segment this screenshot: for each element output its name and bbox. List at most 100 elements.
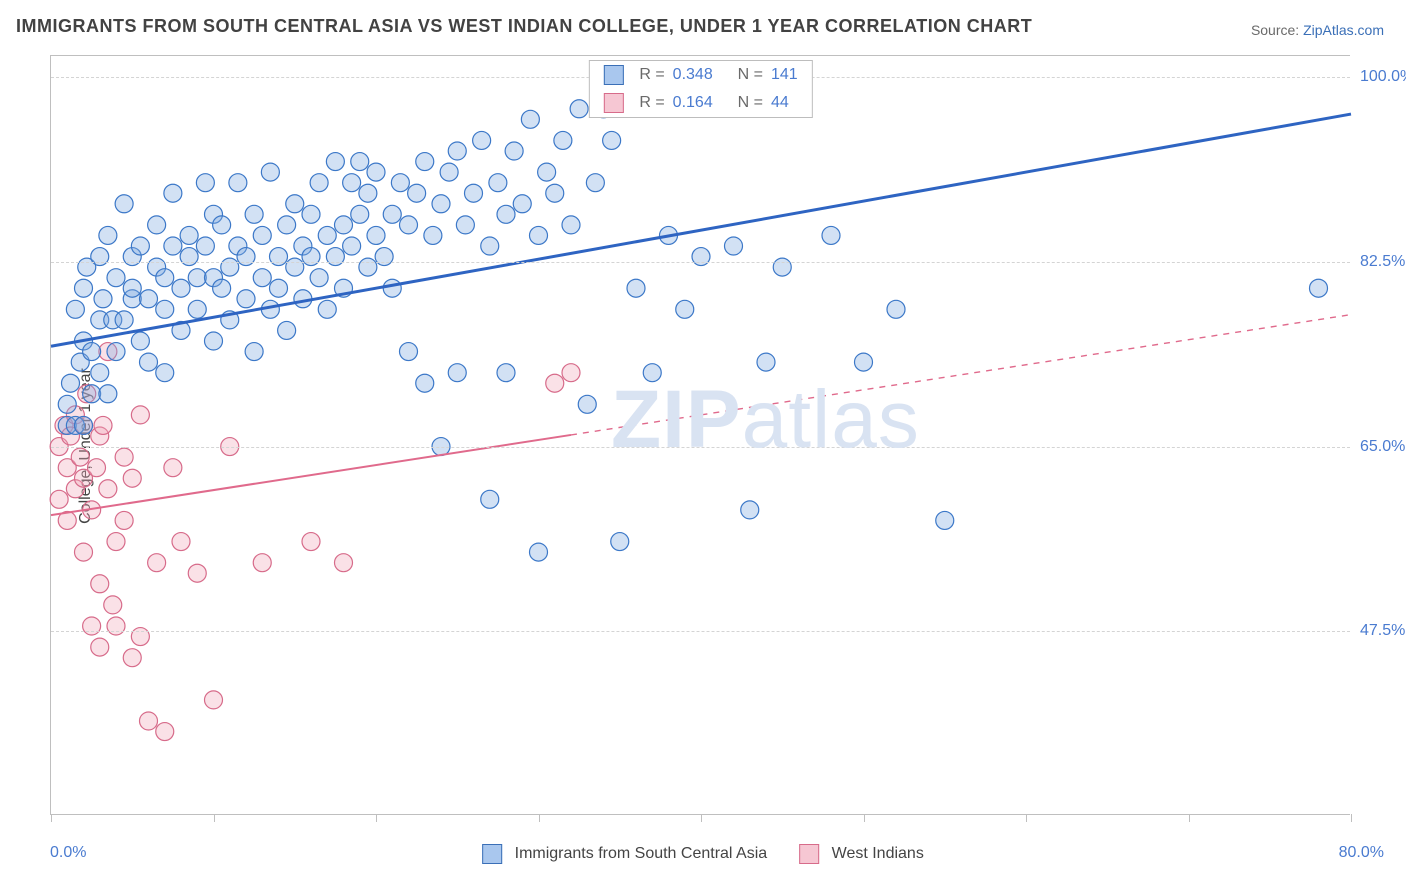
scatter-point — [570, 100, 588, 118]
scatter-point — [408, 184, 426, 202]
scatter-point — [99, 480, 117, 498]
scatter-point — [822, 226, 840, 244]
scatter-point — [75, 543, 93, 561]
y-tick-label: 82.5% — [1360, 253, 1405, 271]
swatch-pink-icon — [799, 844, 819, 864]
scatter-point — [692, 248, 710, 266]
n-value-blue: 141 — [771, 66, 798, 84]
scatter-point — [400, 216, 418, 234]
scatter-point — [286, 258, 304, 276]
x-axis-min-label: 0.0% — [50, 844, 86, 862]
scatter-point — [400, 343, 418, 361]
x-axis-max-label: 80.0% — [1339, 844, 1384, 862]
scatter-point — [115, 195, 133, 213]
scatter-point — [578, 395, 596, 413]
n-prefix: N = — [738, 94, 763, 112]
scatter-point — [562, 364, 580, 382]
scatter-point — [107, 533, 125, 551]
scatter-point — [367, 163, 385, 181]
r-value-blue: 0.348 — [673, 66, 713, 84]
scatter-point — [245, 205, 263, 223]
scatter-point — [286, 195, 304, 213]
scatter-point — [196, 174, 214, 192]
scatter-point — [107, 269, 125, 287]
scatter-point — [383, 279, 401, 297]
scatter-point — [335, 216, 353, 234]
scatter-point — [107, 343, 125, 361]
scatter-point — [440, 163, 458, 181]
legend-row-pink: R = 0.164 N = 44 — [589, 89, 811, 117]
scatter-point — [375, 248, 393, 266]
scatter-point — [156, 300, 174, 318]
gridline — [51, 447, 1350, 448]
scatter-point — [887, 300, 905, 318]
scatter-point — [156, 723, 174, 741]
scatter-point — [351, 153, 369, 171]
scatter-point — [456, 216, 474, 234]
scatter-point — [391, 174, 409, 192]
x-tick — [701, 814, 702, 822]
scatter-point — [115, 511, 133, 529]
scatter-point — [83, 617, 101, 635]
scatter-point — [213, 216, 231, 234]
scatter-point — [140, 290, 158, 308]
scatter-point — [140, 712, 158, 730]
scatter-point — [855, 353, 873, 371]
scatter-point — [521, 110, 539, 128]
scatter-point — [513, 195, 531, 213]
scatter-point — [123, 469, 141, 487]
legend-item-pink: West Indians — [799, 844, 924, 864]
scatter-point — [741, 501, 759, 519]
scatter-point — [359, 184, 377, 202]
scatter-point — [627, 279, 645, 297]
scatter-point — [115, 448, 133, 466]
scatter-point — [91, 248, 109, 266]
scatter-point — [530, 226, 548, 244]
x-tick — [376, 814, 377, 822]
scatter-point — [343, 237, 361, 255]
scatter-point — [270, 279, 288, 297]
scatter-point — [383, 205, 401, 223]
scatter-point — [253, 554, 271, 572]
scatter-point — [172, 279, 190, 297]
scatter-point — [123, 279, 141, 297]
scatter-point — [318, 226, 336, 244]
n-prefix: N = — [738, 66, 763, 84]
scatter-point — [205, 691, 223, 709]
scatter-point — [99, 226, 117, 244]
x-tick — [1189, 814, 1190, 822]
scatter-point — [253, 269, 271, 287]
scatter-point — [75, 416, 93, 434]
scatter-point — [465, 184, 483, 202]
scatter-point — [229, 174, 247, 192]
scatter-point — [83, 385, 101, 403]
scatter-point — [237, 290, 255, 308]
scatter-point — [213, 279, 231, 297]
y-tick-label: 65.0% — [1360, 438, 1405, 456]
scatter-point — [773, 258, 791, 276]
correlation-legend: R = 0.348 N = 141 R = 0.164 N = 44 — [588, 60, 812, 118]
scatter-point — [115, 311, 133, 329]
scatter-point — [131, 628, 149, 646]
scatter-point — [424, 226, 442, 244]
scatter-point — [318, 300, 336, 318]
scatter-point — [66, 300, 84, 318]
trend-line — [51, 114, 1351, 346]
scatter-point — [107, 617, 125, 635]
scatter-point — [643, 364, 661, 382]
scatter-point — [562, 216, 580, 234]
scatter-point — [302, 248, 320, 266]
scatter-point — [310, 174, 328, 192]
scatter-point — [725, 237, 743, 255]
gridline — [51, 631, 1350, 632]
scatter-point — [164, 459, 182, 477]
scatter-point — [326, 153, 344, 171]
r-value-pink: 0.164 — [673, 94, 713, 112]
scatter-point — [148, 554, 166, 572]
scatter-point — [359, 258, 377, 276]
series-legend: Immigrants from South Central Asia West … — [482, 844, 924, 864]
scatter-point — [131, 406, 149, 424]
swatch-pink-icon — [603, 93, 623, 113]
x-tick — [214, 814, 215, 822]
scatter-point — [94, 290, 112, 308]
